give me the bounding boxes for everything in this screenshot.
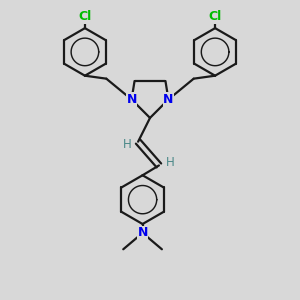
Text: N: N [137, 226, 148, 239]
Text: N: N [163, 93, 174, 106]
Text: Cl: Cl [78, 10, 92, 23]
Text: H: H [123, 138, 132, 151]
Text: N: N [126, 93, 137, 106]
Text: H: H [166, 156, 174, 169]
Text: Cl: Cl [208, 10, 222, 23]
